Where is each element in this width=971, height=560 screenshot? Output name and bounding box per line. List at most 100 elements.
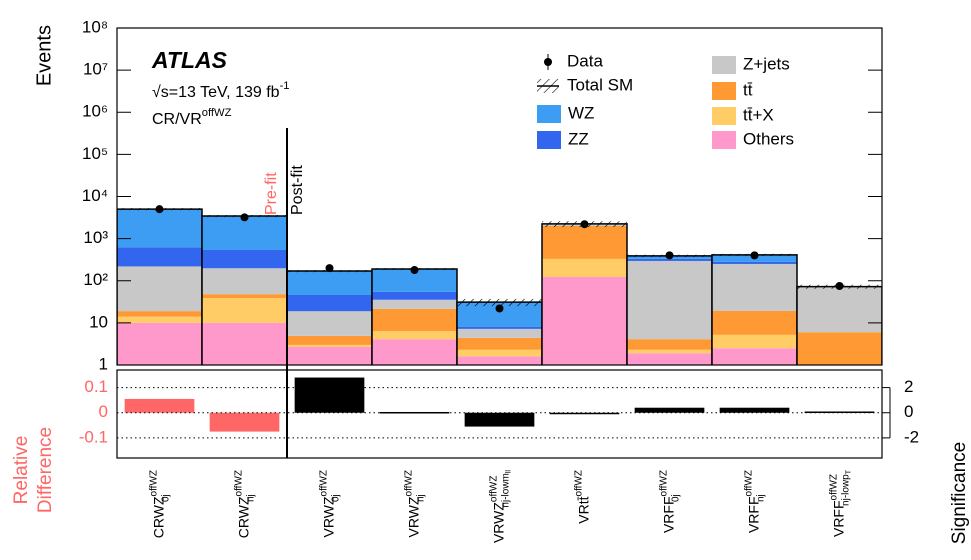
stack-segment — [202, 268, 287, 295]
ratio-axis-label: Difference — [35, 427, 56, 513]
x-tick-label: VRFFoffWZ0j — [658, 470, 681, 533]
stack-segment — [457, 337, 542, 350]
x-tick-label: VRWZoffWZnj-lowmll — [488, 470, 512, 543]
category-sup: offWZ — [488, 476, 499, 502]
category-sup: offWZ — [403, 470, 414, 496]
ratio-bar — [719, 407, 790, 413]
legend-data-marker — [544, 58, 552, 66]
y-tick-label: 10⁸ — [82, 17, 108, 36]
stack-segment — [117, 266, 202, 312]
stack-segment — [202, 322, 287, 365]
stack-segment — [287, 294, 372, 312]
stack-segment — [542, 276, 627, 365]
energy-label-sup: -1 — [280, 80, 290, 92]
data-point — [665, 251, 674, 260]
legend-label: Others — [743, 129, 794, 148]
stack-segment — [712, 334, 797, 349]
legend-swatch — [537, 131, 561, 149]
category-sup: offWZ — [828, 474, 839, 500]
category-base: VRWZ — [405, 496, 421, 537]
stack-segment — [372, 331, 457, 340]
atlas-label: ATLAS — [151, 47, 228, 73]
region-label-sup: offWZ — [202, 107, 232, 119]
ratio-tick-label: 0 — [99, 402, 108, 421]
stack-segment — [117, 316, 202, 323]
category-base: CRWZ — [235, 496, 251, 538]
stack-segment — [712, 348, 797, 365]
stack-segment — [627, 339, 712, 350]
stack-segment — [797, 332, 882, 365]
x-tick-label: VRWZoffWZ0j — [318, 470, 341, 537]
y-tick-label: 10⁷ — [83, 60, 108, 79]
category-base: VRWZ — [320, 496, 336, 537]
stack-segment — [712, 263, 797, 311]
category-sub: nj — [415, 494, 426, 502]
stack-segment — [542, 225, 627, 259]
legend-label: tt̄+X — [743, 105, 774, 124]
data-point — [240, 213, 249, 222]
category-sub2: T — [845, 469, 852, 474]
stack-segment — [287, 346, 372, 365]
y-tick-label: 1 — [99, 354, 108, 373]
stack-segment — [627, 258, 712, 261]
category-sup: offWZ — [318, 470, 329, 496]
stack-segment — [372, 308, 457, 332]
stack-segment — [457, 326, 542, 329]
ratio-bar — [294, 377, 365, 413]
category-sub2: ll — [505, 470, 512, 474]
category-sub: 0j — [670, 494, 681, 502]
stack-segment — [627, 353, 712, 365]
stack-segment — [627, 260, 712, 340]
ratio-tick-label: -0.1 — [79, 427, 108, 446]
x-tick-label: VRFFoffWZnj — [743, 470, 766, 533]
category-sup: offWZ — [233, 470, 244, 496]
stack-segment — [457, 356, 542, 365]
category-base: VRWZ — [490, 502, 506, 543]
data-point — [155, 205, 164, 214]
prefit-label: Pre-fit — [263, 172, 280, 215]
legend-label: Data — [567, 51, 603, 70]
ratio-bar — [549, 412, 620, 415]
category-base: CRWZ — [150, 496, 166, 538]
significance-tick-label: 2 — [904, 377, 913, 396]
postfit-label: Post-fit — [289, 165, 306, 215]
y-tick-label: 10⁴ — [82, 186, 108, 205]
x-tick-label: CRWZoffWZ0j — [148, 470, 171, 538]
significance-tick-label: 0 — [904, 402, 913, 421]
stack-segment — [117, 209, 202, 248]
legend-swatch — [712, 82, 736, 100]
x-tick-label: CRWZoffWZnj — [233, 470, 256, 538]
data-point — [410, 265, 419, 274]
stack-segment — [372, 268, 457, 292]
stack-segment — [202, 294, 287, 298]
stack-segment — [712, 310, 797, 335]
category-sub: 0j — [330, 494, 341, 502]
stack-segment — [287, 271, 372, 295]
stack-segment — [457, 328, 542, 338]
stack-segment — [287, 344, 372, 347]
y-tick-label: 10³ — [83, 228, 108, 247]
ratio-bar — [124, 398, 195, 413]
legend-label: Total SM — [567, 75, 633, 94]
ratio-bar — [804, 411, 875, 413]
ratio-bar — [209, 412, 280, 432]
data-point — [750, 251, 759, 260]
stack-segment — [372, 339, 457, 365]
category-sup: offWZ — [743, 470, 754, 496]
x-tick-label: VRFFoffWZnj-lowpT — [828, 469, 852, 537]
category-sub: nj — [755, 494, 766, 502]
stack-area — [117, 208, 882, 365]
significance-label: Significance — [949, 442, 970, 544]
stack-segment — [287, 335, 372, 345]
category-sub: nj — [245, 494, 256, 502]
category-base: VRFF — [745, 496, 761, 533]
stack-segment — [117, 322, 202, 365]
stack-segment — [457, 349, 542, 357]
stack-segment — [797, 287, 882, 333]
stack-segment — [202, 297, 287, 323]
stack-segment — [372, 291, 457, 300]
stack-segment — [542, 258, 627, 277]
stack-segment — [117, 247, 202, 267]
category-base: VRFF — [830, 500, 846, 537]
